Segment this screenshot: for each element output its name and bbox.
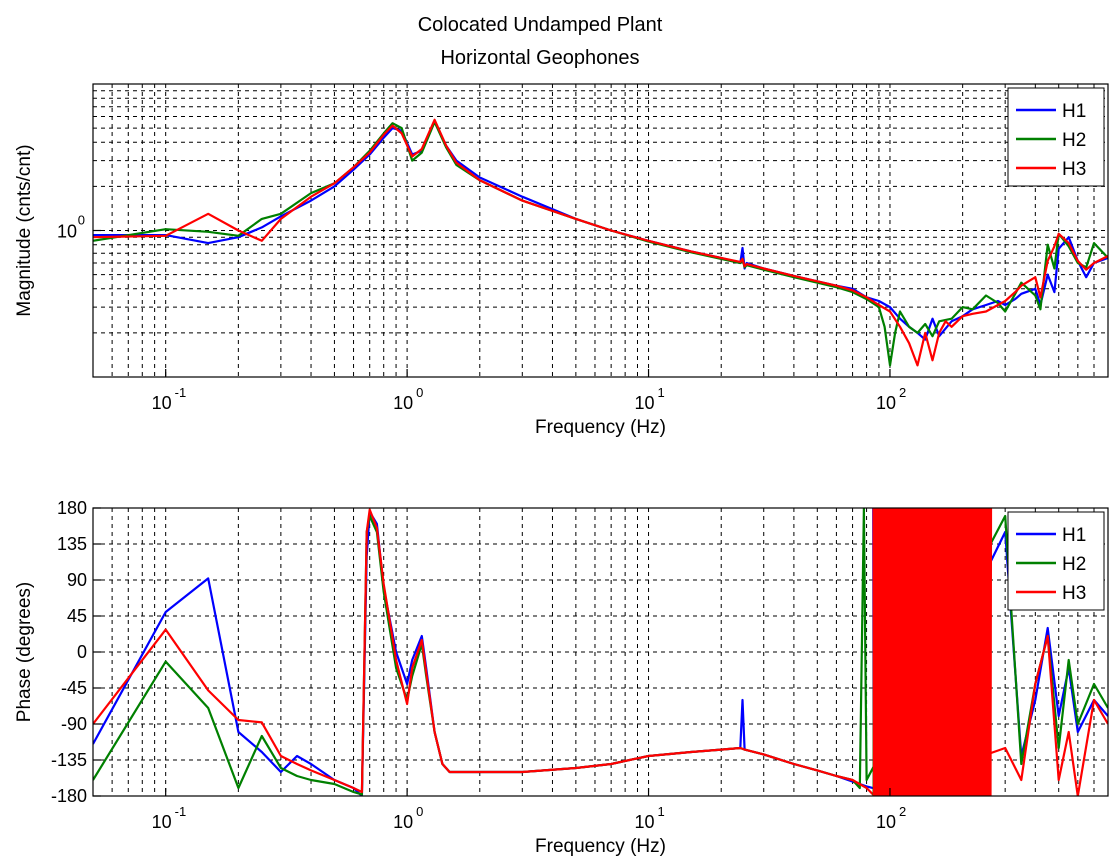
x-tick-label: 10 bbox=[393, 812, 413, 832]
legend-label-h1: H1 bbox=[1062, 525, 1086, 546]
y-axis-label: Phase (degrees) bbox=[14, 582, 35, 722]
x-tick-exponent: -1 bbox=[175, 385, 187, 400]
y-tick-label: 0 bbox=[77, 642, 87, 662]
legend-label-h1: H1 bbox=[1062, 101, 1086, 122]
series-group bbox=[93, 508, 1108, 796]
x-tick-label: 10 bbox=[876, 393, 896, 413]
legend: H1 H2 H3 bbox=[1007, 87, 1105, 187]
y-tick-label: 45 bbox=[67, 606, 87, 626]
legend-label-h2: H2 bbox=[1062, 554, 1086, 575]
y-tick-label: -90 bbox=[61, 714, 87, 734]
legend-label-h3: H3 bbox=[1062, 583, 1086, 604]
x-tick-label: 10 bbox=[393, 393, 413, 413]
legend-label-h3: H3 bbox=[1062, 159, 1086, 180]
y-tick-label: 135 bbox=[57, 534, 87, 554]
x-tick-label: 10 bbox=[876, 812, 896, 832]
x-tick-label: 10 bbox=[635, 812, 655, 832]
x-tick-exponent: 0 bbox=[416, 385, 423, 400]
phase-plot: 10-110010110218013590450-45-90-135-180Fr… bbox=[14, 498, 1109, 857]
series-h3-line bbox=[93, 508, 1108, 796]
legend-box bbox=[1007, 87, 1105, 187]
y-tick-label: -180 bbox=[51, 786, 87, 806]
chart-title-line-1: Colocated Undamped Plant bbox=[418, 14, 663, 36]
y-tick-label: 90 bbox=[67, 570, 87, 590]
y-tick-label: -45 bbox=[61, 678, 87, 698]
legend: H1 H2 H3 bbox=[1007, 511, 1105, 611]
series-h3-noise bbox=[872, 508, 993, 796]
x-axis-label: Frequency (Hz) bbox=[535, 417, 666, 438]
y-tick-exponent: 0 bbox=[78, 213, 85, 228]
y-tick-label: -135 bbox=[51, 750, 87, 770]
series-group bbox=[93, 118, 1108, 367]
x-tick-exponent: 0 bbox=[416, 804, 423, 819]
y-axis-label: Magnitude (cnts/cnt) bbox=[14, 144, 35, 316]
x-axis-label: Frequency (Hz) bbox=[535, 836, 666, 857]
x-tick-label: 10 bbox=[152, 812, 172, 832]
x-tick-label: 10 bbox=[152, 393, 172, 413]
legend-box bbox=[1007, 511, 1105, 611]
y-tick-label: 10 bbox=[57, 222, 77, 242]
x-tick-exponent: 1 bbox=[658, 385, 665, 400]
x-tick-exponent: 1 bbox=[658, 804, 665, 819]
legend-label-h2: H2 bbox=[1062, 130, 1086, 151]
x-tick-label: 10 bbox=[635, 393, 655, 413]
x-tick-exponent: 2 bbox=[899, 804, 906, 819]
chart-title-line-2: Horizontal Geophones bbox=[440, 47, 639, 69]
y-tick-label: 180 bbox=[57, 498, 87, 518]
series-h3-line bbox=[93, 118, 1108, 367]
x-tick-exponent: 2 bbox=[899, 385, 906, 400]
x-tick-exponent: -1 bbox=[175, 804, 187, 819]
